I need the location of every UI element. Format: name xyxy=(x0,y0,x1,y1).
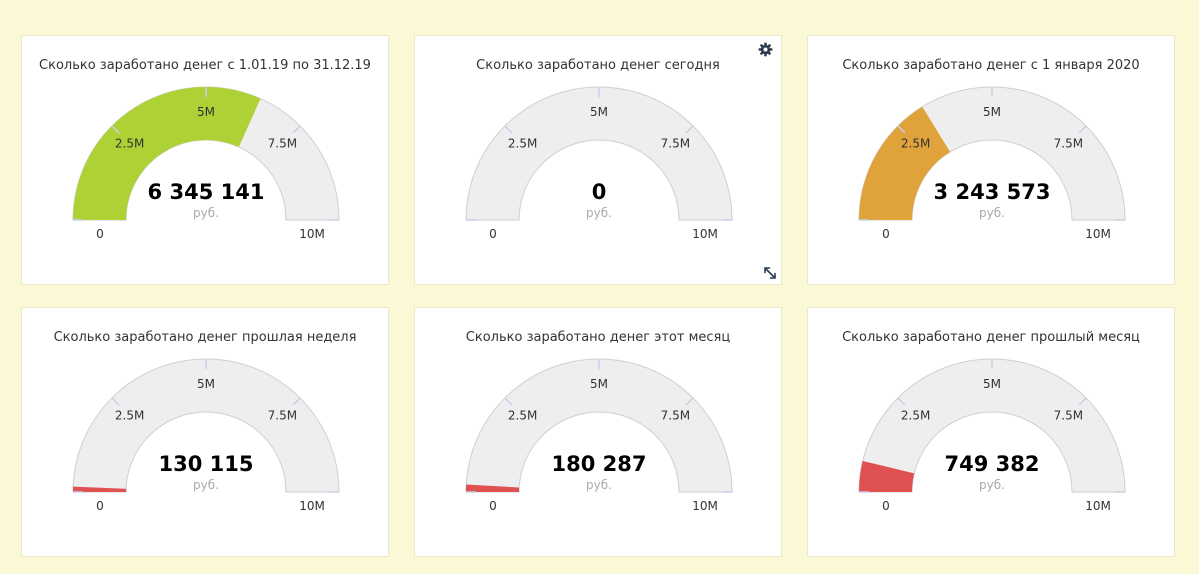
gauge-value-band xyxy=(859,106,951,220)
gauge-card: Сколько заработано денег сегодня 2.5M 5M 7… xyxy=(414,35,782,285)
resize-icon[interactable] xyxy=(763,266,777,280)
gauge-track xyxy=(465,358,733,493)
gauge-tick-label: 5M xyxy=(197,377,215,391)
gauge-tick xyxy=(292,125,301,134)
gauge-tick-label: 5M xyxy=(983,377,1001,391)
gear-icon[interactable] xyxy=(758,42,773,57)
gauge-tick xyxy=(1078,397,1087,406)
gauge-track xyxy=(465,86,733,221)
gauge-min-label: 0 xyxy=(96,499,104,513)
gauge-value-label: 6 345 141 xyxy=(148,180,265,204)
gauge-tick-label: 2.5M xyxy=(115,137,144,151)
gauge-tick-label: 2.5M xyxy=(508,137,537,151)
gauge-tick-label: 7.5M xyxy=(661,409,690,423)
gauge-tick-label: 5M xyxy=(197,105,215,119)
gauge-max-label: 10M xyxy=(692,227,718,241)
gauge-max-label: 10M xyxy=(692,499,718,513)
gauge-card: Сколько заработано денег прошлый месяц 2… xyxy=(807,307,1175,557)
gauge-tick-label: 2.5M xyxy=(115,409,144,423)
gauge-tick-label: 2.5M xyxy=(901,409,930,423)
gauge-value-band xyxy=(859,460,915,492)
gauge-track xyxy=(72,358,340,493)
gauge-unit-label: руб. xyxy=(193,478,219,492)
gauge-max-label: 10M xyxy=(1085,227,1111,241)
gauge-card: Сколько заработано денег этот месяц 2.5M… xyxy=(414,307,782,557)
gauge-card: Сколько заработано денег с 1.01.19 по 31… xyxy=(21,35,389,285)
gauge-tick-label: 7.5M xyxy=(268,137,297,151)
gauge-max-label: 10M xyxy=(299,227,325,241)
gauge-unit-label: руб. xyxy=(586,478,612,492)
gauge-value-label: 0 xyxy=(592,180,607,204)
gauge-tick xyxy=(685,397,694,406)
gauge-tick xyxy=(504,125,513,134)
gauge-chart: 2.5M 5M 7.5M 0 10M 3 243 573 руб. xyxy=(858,86,1126,241)
gauge-tick-label: 5M xyxy=(590,105,608,119)
gauge-value-label: 130 115 xyxy=(159,452,254,476)
gauge-unit-label: руб. xyxy=(586,206,612,220)
gauge-tick xyxy=(111,397,120,406)
gauge-tick-label: 2.5M xyxy=(901,137,930,151)
gauge-title: Сколько заработано денег прошлая неделя xyxy=(53,330,357,345)
gauge-min-label: 0 xyxy=(882,227,890,241)
gauge-chart: 2.5M 5M 7.5M 0 10M 0 руб. xyxy=(465,86,733,241)
gauge-chart: 2.5M 5M 7.5M 0 10M 180 287 руб. xyxy=(465,358,733,513)
gauge-tick-label: 7.5M xyxy=(1054,409,1083,423)
gauge-tick xyxy=(1078,125,1087,134)
gauge-chart: 2.5M 5M 7.5M 0 10M 749 382 руб. xyxy=(858,358,1126,513)
gauge-tick-label: 7.5M xyxy=(661,137,690,151)
gauge-tick xyxy=(685,125,694,134)
gauge-title: Сколько заработано денег прошлый месяц xyxy=(842,330,1140,345)
gauge-tick xyxy=(897,125,906,134)
gauge-value-band xyxy=(466,484,520,492)
gauge-min-label: 0 xyxy=(96,227,104,241)
gauge-title: Сколько заработано денег с 1 января 2020 xyxy=(842,58,1140,73)
gauge-tick-label: 5M xyxy=(590,377,608,391)
gauge-value-band xyxy=(73,86,261,220)
gauge-min-label: 0 xyxy=(489,227,497,241)
gauge-tick-label: 5M xyxy=(983,105,1001,119)
gauge-tick-label: 2.5M xyxy=(508,409,537,423)
gauge-value-band xyxy=(73,486,127,492)
gauge-title: Сколько заработано денег этот месяц xyxy=(465,330,731,345)
gauge-unit-label: руб. xyxy=(193,206,219,220)
gauge-tick-label: 7.5M xyxy=(268,409,297,423)
gauge-tick xyxy=(111,125,120,134)
gauge-track xyxy=(858,358,1126,493)
gauge-card: Сколько заработано денег прошлая неделя … xyxy=(21,307,389,557)
gauge-chart: 2.5M 5M 7.5M 0 10M 130 115 руб. xyxy=(72,358,340,513)
gauge-tick xyxy=(504,397,513,406)
gauge-tick xyxy=(897,397,906,406)
gauge-title: Сколько заработано денег с 1.01.19 по 31… xyxy=(39,58,371,73)
gauge-value-label: 749 382 xyxy=(945,452,1040,476)
gauge-tick-label: 7.5M xyxy=(1054,137,1083,151)
gauge-value-label: 180 287 xyxy=(552,452,647,476)
gauge-min-label: 0 xyxy=(882,499,890,513)
gauge-tick xyxy=(292,397,301,406)
gauge-card: Сколько заработано денег с 1 января 2020… xyxy=(807,35,1175,285)
gauge-max-label: 10M xyxy=(299,499,325,513)
gauge-chart: 2.5M 5M 7.5M 0 10M 6 345 141 руб. xyxy=(72,86,340,241)
gauge-min-label: 0 xyxy=(489,499,497,513)
gauge-title: Сколько заработано денег сегодня xyxy=(476,58,720,73)
gauge-unit-label: руб. xyxy=(979,206,1005,220)
gauge-max-label: 10M xyxy=(1085,499,1111,513)
gauge-unit-label: руб. xyxy=(979,478,1005,492)
gauge-value-label: 3 243 573 xyxy=(934,180,1051,204)
